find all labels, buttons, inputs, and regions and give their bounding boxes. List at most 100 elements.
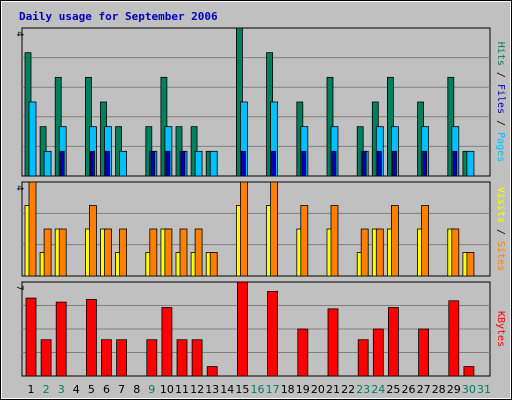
plot-area <box>21 27 491 177</box>
bar-kbytes-day-19 <box>297 328 309 377</box>
x-tick-label-30: 30 <box>462 383 476 396</box>
bar-sites-day-17 <box>270 181 279 277</box>
panel-hits-files-pages: 4 Hits / Files / Pages <box>14 27 506 177</box>
x-tick-label-5: 5 <box>88 383 95 396</box>
legend-text: / <box>495 66 506 84</box>
series-legend: Visits / Sites <box>495 187 506 271</box>
bar-kbytes-day-13 <box>206 366 218 377</box>
bar-kbytes-day-6 <box>101 339 112 377</box>
bar-kbytes-day-2 <box>40 339 52 377</box>
bar-kbytes-day-15 <box>236 281 248 377</box>
x-tick-label-11: 11 <box>175 383 189 396</box>
bar-pages-day-10 <box>165 150 171 177</box>
x-tick-label-14: 14 <box>220 383 234 396</box>
x-tick-label-21: 21 <box>326 383 340 396</box>
bar-pages-day-27 <box>422 150 428 177</box>
x-axis-tick-labels: 1 2 3 4 5 6 7 8 9 10 11 12 13 14 15 16 17 18 19 20 21 22 23 24 2… <box>28 383 492 396</box>
bar-pages-day-24 <box>376 150 382 177</box>
chart-panels: 4 Hits / Files / Pages 4 Visits / Sites 7 KBy… <box>14 27 506 377</box>
x-tick-label-22: 22 <box>341 383 355 396</box>
bar-kbytes-day-17 <box>267 290 279 377</box>
x-tick-label-12: 12 <box>190 383 204 396</box>
bar-sites-day-10 <box>164 228 173 277</box>
x-tick-label-17: 17 <box>266 383 280 396</box>
x-tick-label-29: 29 <box>447 383 461 396</box>
bar-kbytes-day-9 <box>146 339 158 377</box>
bar-kbytes-day-10 <box>161 307 173 377</box>
bar-kbytes-day-12 <box>191 339 203 377</box>
bar-kbytes-day-25 <box>387 307 399 377</box>
x-tick-label-3: 3 <box>58 383 65 396</box>
x-tick-label-13: 13 <box>205 383 219 396</box>
legend-text: Visits <box>495 187 506 223</box>
bar-sites-day-5 <box>89 205 97 277</box>
y-max-label: 7 <box>14 285 24 290</box>
bar-sites-day-13 <box>209 252 218 277</box>
x-tick-label-16: 16 <box>251 383 265 396</box>
bar-files-day-13 <box>209 150 218 177</box>
bar-pages-day-25 <box>391 150 397 177</box>
x-tick-label-6: 6 <box>103 383 110 396</box>
bar-sites-day-9 <box>149 228 158 277</box>
x-tick-label-27: 27 <box>417 383 431 396</box>
bar-sites-day-15 <box>239 181 248 277</box>
panel-kbytes: 7 KBytes <box>14 281 506 377</box>
bar-sites-day-7 <box>119 228 127 277</box>
bar-sites-day-23 <box>360 228 369 277</box>
bar-files-day-1 <box>28 101 37 177</box>
bar-pages-day-21 <box>331 150 337 177</box>
bar-pages-day-3 <box>59 150 65 177</box>
bar-sites-day-29 <box>451 228 460 277</box>
bar-sites-day-1 <box>28 181 37 277</box>
x-tick-label-26: 26 <box>402 383 416 396</box>
x-tick-label-25: 25 <box>386 383 400 396</box>
x-tick-label-20: 20 <box>311 383 325 396</box>
x-tick-label-19: 19 <box>296 383 310 396</box>
x-tick-label-9: 9 <box>148 383 155 396</box>
bar-pages-day-29 <box>452 150 458 177</box>
legend-text: Sites <box>495 241 506 271</box>
x-tick-label-8: 8 <box>133 383 140 396</box>
bar-sites-day-27 <box>421 205 430 277</box>
x-tick-label-1: 1 <box>28 383 35 396</box>
bar-files-day-2 <box>43 150 52 177</box>
x-tick-label-4: 4 <box>73 383 80 396</box>
x-tick-label-24: 24 <box>371 383 385 396</box>
x-tick-label-23: 23 <box>356 383 370 396</box>
chart-title: Daily usage for September 2006 <box>19 10 218 23</box>
bar-sites-day-3 <box>58 228 67 277</box>
bar-kbytes-day-23 <box>357 339 369 377</box>
x-tick-label-31: 31 <box>477 383 491 396</box>
panel-visits-sites: 4 Visits / Sites <box>14 181 506 277</box>
bar-kbytes-day-1 <box>25 297 37 377</box>
bar-files-day-12 <box>194 150 203 177</box>
bar-kbytes-day-21 <box>327 308 339 377</box>
bar-sites-day-2 <box>43 228 52 277</box>
bar-kbytes-day-30 <box>463 366 475 377</box>
bar-files-day-7 <box>119 150 127 177</box>
bar-pages-day-23 <box>361 150 367 177</box>
x-tick-label-15: 15 <box>235 383 249 396</box>
series-legend: Hits / Files / Pages <box>495 42 506 162</box>
x-tick-label-18: 18 <box>281 383 295 396</box>
legend-text: Pages <box>495 132 506 162</box>
plot-area <box>21 181 491 277</box>
bar-sites-day-30 <box>466 252 475 277</box>
bar-sites-day-19 <box>300 205 309 277</box>
bar-kbytes-day-11 <box>176 339 188 377</box>
bar-pages-day-11 <box>180 150 186 177</box>
bar-pages-day-17 <box>271 150 277 177</box>
bar-kbytes-day-7 <box>116 339 127 377</box>
bar-sites-day-24 <box>375 228 384 277</box>
bar-sites-day-25 <box>390 205 399 277</box>
y-max-label: 4 <box>14 31 24 36</box>
series-legend: KBytes <box>495 311 506 347</box>
bar-pages-day-5 <box>90 150 95 177</box>
bar-sites-day-11 <box>179 228 188 277</box>
legend-text: Hits <box>495 42 506 66</box>
bar-kbytes-day-27 <box>418 328 430 377</box>
bar-kbytes-day-24 <box>372 328 384 377</box>
x-tick-label-28: 28 <box>432 383 446 396</box>
